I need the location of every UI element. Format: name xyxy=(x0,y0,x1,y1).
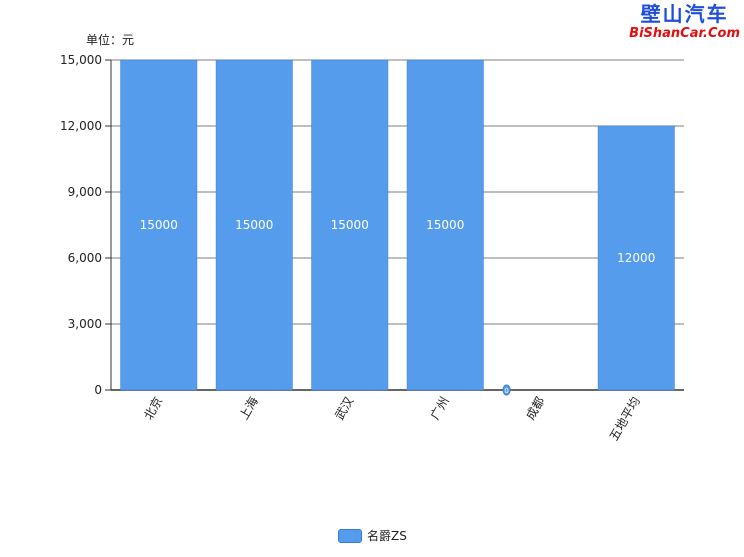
bar xyxy=(406,59,484,391)
bar xyxy=(311,59,389,391)
chart-legend: 名爵ZS xyxy=(338,527,407,544)
y-tick-label: 0 xyxy=(94,383,102,397)
x-tick-label: 上海 xyxy=(236,394,261,422)
bar-data-label: 15000 xyxy=(426,218,464,232)
x-tick-label: 武汉 xyxy=(332,395,356,423)
y-tick-label: 3,000 xyxy=(68,317,102,331)
legend-swatch xyxy=(338,528,362,543)
bar-data-label: 15000 xyxy=(235,218,273,232)
bar xyxy=(120,59,198,391)
watermark-text-cn: 壁山汽车 xyxy=(640,2,729,26)
watermark-text-en: BiShanCar.Com xyxy=(629,26,740,41)
legend-label: 名爵ZS xyxy=(367,529,407,543)
y-tick-label: 6,000 xyxy=(68,251,102,265)
y-tick-label: 15,000 xyxy=(60,53,102,67)
bar-data-label: 0 xyxy=(504,387,508,395)
x-tick-label: 北京 xyxy=(141,395,165,423)
bar xyxy=(597,125,675,391)
y-tick-label: 12,000 xyxy=(60,119,102,133)
watermark-logo: 壁山汽车 BiShanCar.Com xyxy=(629,2,740,41)
unit-label: 单位：元 xyxy=(86,33,135,47)
x-tick-label: 成都 xyxy=(523,395,547,423)
bar-data-label: 12000 xyxy=(617,251,655,265)
y-tick-label: 9,000 xyxy=(68,185,102,199)
zero-bar-marker xyxy=(502,384,511,396)
bar xyxy=(215,59,293,391)
x-tick-label: 广州 xyxy=(428,395,452,423)
bar-data-label: 15000 xyxy=(140,218,178,232)
x-tick-label: 五地平均 xyxy=(607,395,643,444)
bar-data-label: 15000 xyxy=(331,218,369,232)
